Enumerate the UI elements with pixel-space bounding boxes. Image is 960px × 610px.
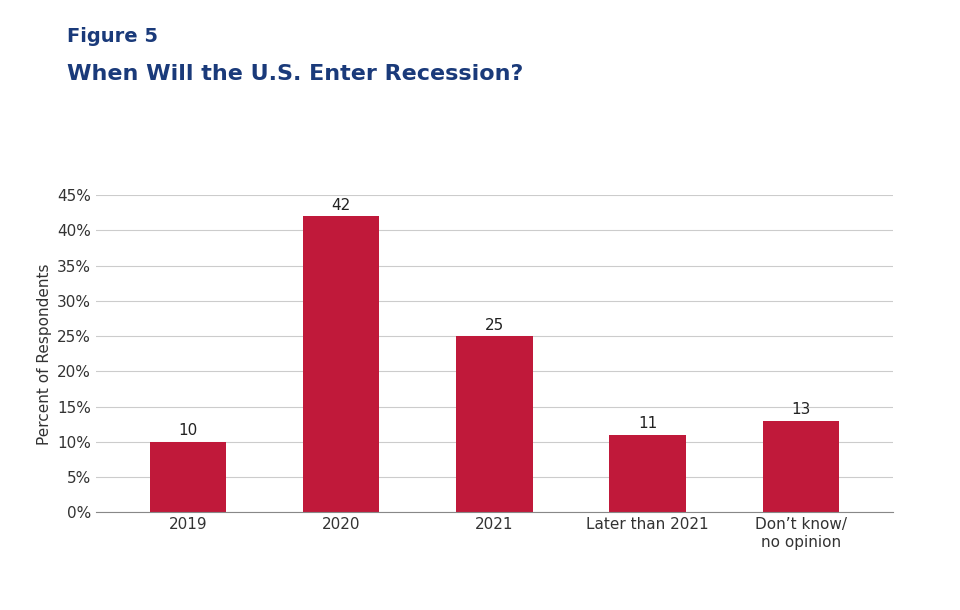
Text: When Will the U.S. Enter Recession?: When Will the U.S. Enter Recession? (67, 64, 523, 84)
Text: 13: 13 (791, 402, 810, 417)
Bar (150, 442, 227, 512)
Text: 25: 25 (485, 318, 504, 332)
Text: 42: 42 (331, 198, 350, 213)
Text: 11: 11 (638, 417, 658, 431)
Text: Figure 5: Figure 5 (67, 27, 158, 46)
Y-axis label: Percent of Respondents: Percent of Respondents (36, 263, 52, 445)
Bar (762, 421, 839, 512)
Bar (302, 217, 379, 512)
Text: 10: 10 (179, 423, 198, 439)
Bar (456, 336, 533, 512)
Bar (610, 435, 686, 512)
